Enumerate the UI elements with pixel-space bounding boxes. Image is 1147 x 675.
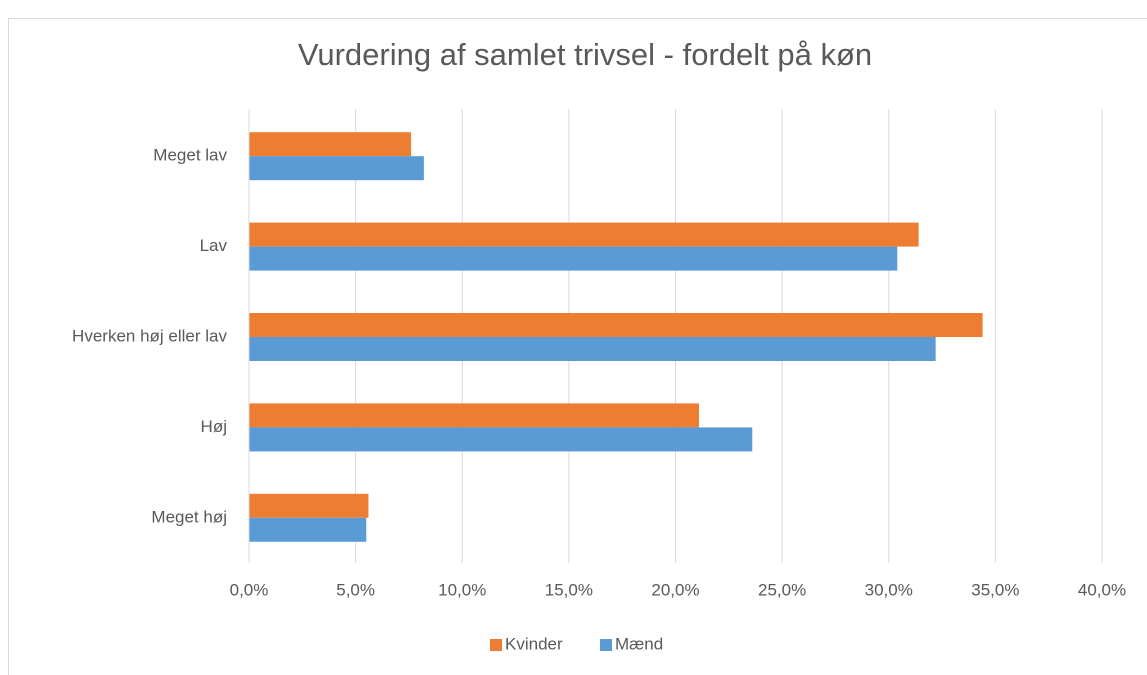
- bar: [249, 427, 753, 452]
- y-tick-label: Meget høj: [151, 507, 227, 526]
- y-tick-label: Lav: [200, 236, 228, 255]
- legend-label: Mænd: [615, 634, 663, 653]
- bar: [249, 517, 367, 542]
- bar: [249, 222, 919, 247]
- legend-swatch: [600, 639, 612, 651]
- bar: [249, 246, 898, 271]
- y-tick-label: Høj: [201, 417, 227, 436]
- x-tick-label: 0,0%: [230, 580, 269, 599]
- x-tick-label: 30,0%: [865, 580, 913, 599]
- x-tick-label: 5,0%: [336, 580, 375, 599]
- y-tick-label: Meget lav: [153, 146, 227, 165]
- legend-label: Kvinder: [505, 634, 563, 653]
- bar: [249, 132, 412, 157]
- y-tick-label: Hverken høj eller lav: [72, 326, 227, 345]
- bar: [249, 156, 424, 181]
- x-tick-label: 20,0%: [651, 580, 699, 599]
- bar: [249, 337, 936, 361]
- bar: [249, 313, 983, 337]
- x-tick-label: 25,0%: [758, 580, 806, 599]
- bar: [249, 493, 369, 518]
- x-tick-label: 15,0%: [545, 580, 593, 599]
- x-tick-label: 10,0%: [438, 580, 486, 599]
- legend-swatch: [490, 639, 502, 651]
- x-tick-label: 40,0%: [1078, 580, 1126, 599]
- bar: [249, 403, 699, 428]
- chart-title: Vurdering af samlet trivsel - fordelt på…: [298, 37, 872, 72]
- x-tick-label: 35,0%: [971, 580, 1019, 599]
